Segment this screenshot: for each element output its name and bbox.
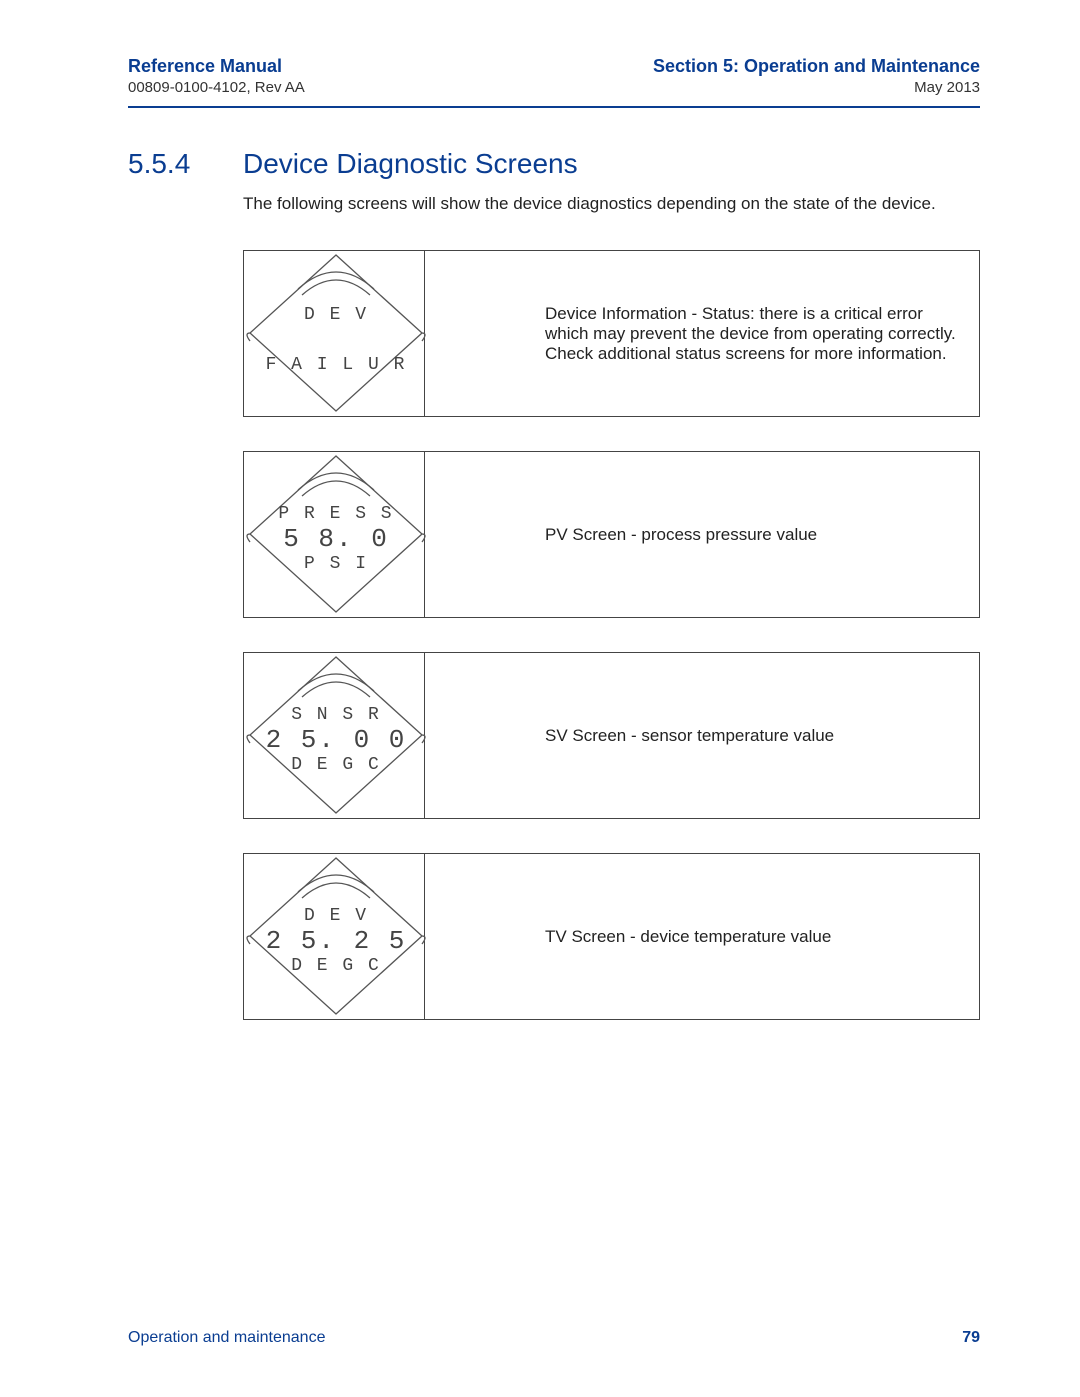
lcd-graphic: D E V 2 5. 2 5 D E G C <box>244 854 425 1019</box>
lcd-line2: 5 8. 0 <box>283 524 389 554</box>
lcd-line1: P R E S S <box>278 504 393 524</box>
lcd-line2: 2 5. 0 0 <box>266 725 407 755</box>
manual-title: Reference Manual <box>128 56 305 77</box>
header-rule <box>128 106 980 108</box>
screen-description: TV Screen - device temperature value <box>425 854 979 1019</box>
lcd-diamond-icon: D E V 2 5. 2 5 D E G C <box>236 848 436 1024</box>
lcd-line2: 2 5. 2 5 <box>266 926 407 956</box>
screen-panel: S N S R 2 5. 0 0 D E G C SV Screen - sen… <box>243 652 980 819</box>
screen-description: Device Information - Status: there is a … <box>425 251 979 416</box>
screen-panels: D E V F A I L U R Device Information - S… <box>243 250 980 1020</box>
lcd-graphic: D E V F A I L U R <box>244 251 425 416</box>
lcd-diamond-icon: D E V F A I L U R <box>236 245 436 421</box>
section-number: 5.5.4 <box>128 148 243 180</box>
screen-description: PV Screen - process pressure value <box>425 452 979 617</box>
page-number: 79 <box>962 1329 980 1347</box>
manual-rev: 00809-0100-4102, Rev AA <box>128 79 305 96</box>
footer-section: Operation and maintenance <box>128 1329 325 1347</box>
header-right: Section 5: Operation and Maintenance May… <box>653 56 980 96</box>
section-title: Device Diagnostic Screens <box>243 148 578 180</box>
lcd-line3: D E G C <box>291 755 381 775</box>
lcd-line1: D E V <box>304 906 368 926</box>
lcd-line3: P S I <box>304 554 368 574</box>
lcd-line1: S N S R <box>291 705 381 725</box>
lcd-diamond-icon: P R E S S 5 8. 0 P S I <box>236 446 436 622</box>
lcd-line1: D E V <box>304 305 368 325</box>
screen-panel: D E V F A I L U R Device Information - S… <box>243 250 980 417</box>
section-heading: 5.5.4 Device Diagnostic Screens <box>128 148 980 180</box>
screen-panel: D E V 2 5. 2 5 D E G C TV Screen - devic… <box>243 853 980 1020</box>
lcd-graphic: P R E S S 5 8. 0 P S I <box>244 452 425 617</box>
lcd-graphic: S N S R 2 5. 0 0 D E G C <box>244 653 425 818</box>
header-left: Reference Manual 00809-0100-4102, Rev AA <box>128 56 305 96</box>
page-footer: Operation and maintenance 79 <box>128 1329 980 1347</box>
doc-date: May 2013 <box>653 79 980 96</box>
page-header: Reference Manual 00809-0100-4102, Rev AA… <box>128 56 980 96</box>
lcd-line3: F A I L U R <box>266 355 407 375</box>
screen-panel: P R E S S 5 8. 0 P S I PV Screen - proce… <box>243 451 980 618</box>
section-intro: The following screens will show the devi… <box>243 194 980 214</box>
lcd-line3: D E G C <box>291 956 381 976</box>
lcd-diamond-icon: S N S R 2 5. 0 0 D E G C <box>236 647 436 823</box>
section-name: Section 5: Operation and Maintenance <box>653 56 980 77</box>
screen-description: SV Screen - sensor temperature value <box>425 653 979 818</box>
